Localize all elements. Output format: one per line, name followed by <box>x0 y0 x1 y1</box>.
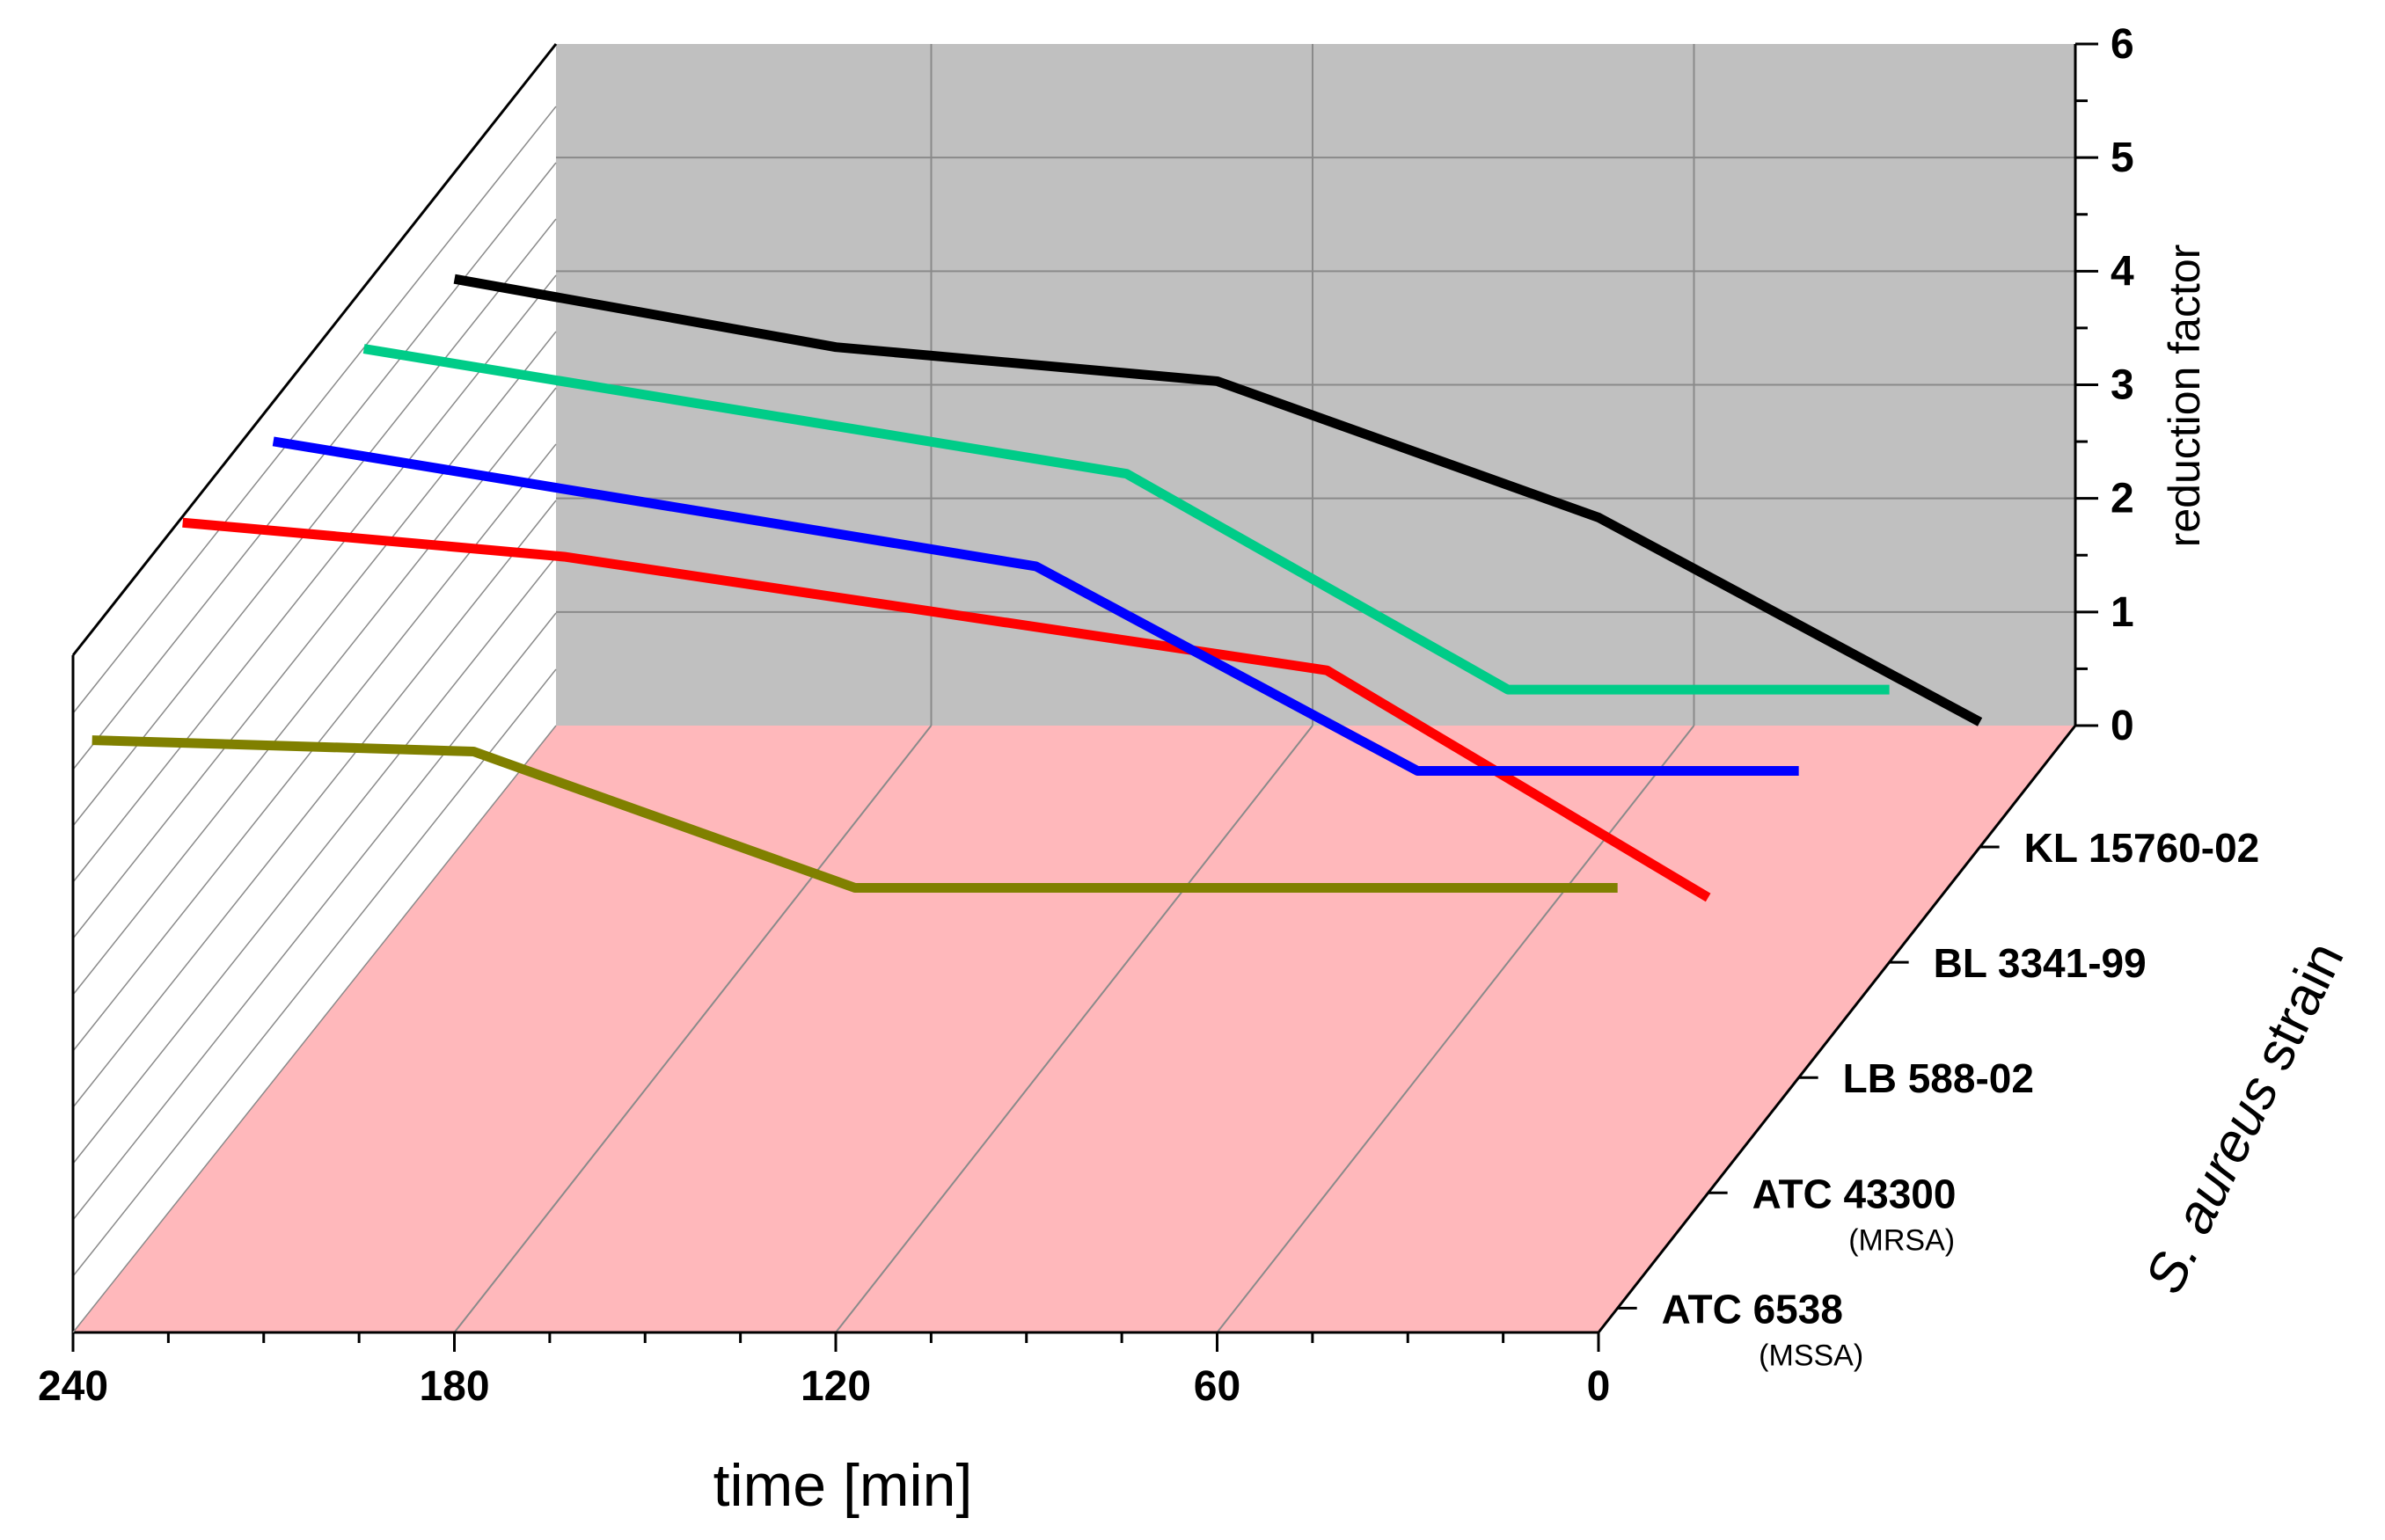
grid-line-floor <box>835 725 1313 1333</box>
z-axis-line <box>1597 725 2077 1333</box>
chart-axes: 240 180 120 60 0 0 1 2 3 4 5 6 <box>38 21 2134 1410</box>
y-tick-label: 6 <box>2111 21 2134 68</box>
grid-line-side <box>72 500 557 1108</box>
x-tick-label: 120 <box>801 1363 871 1410</box>
grid-line-side <box>72 106 557 714</box>
grid-line-side <box>72 331 557 939</box>
grid-line-side <box>72 668 557 1277</box>
chart-labels: ATC 6538 (MSSA) ATC 43300 (MRSA) LB 588-02 BL… <box>1617 825 2260 1372</box>
x-tick-label: 0 <box>1587 1363 1611 1410</box>
strain-sublabel: (MRSA) <box>1848 1223 1955 1257</box>
strain-label: ATC 6538 <box>1662 1286 1843 1332</box>
grid-line-floor <box>453 725 933 1333</box>
z-axis-title: S. aureus strain <box>2133 933 2355 1303</box>
series-line <box>91 735 1618 893</box>
grid-line-side <box>72 162 557 770</box>
strain-label: BL 3341-99 <box>1934 940 2147 986</box>
left-floor-edge <box>72 725 557 1333</box>
chart-grid <box>72 44 2075 1333</box>
series-line <box>362 344 1890 695</box>
grid-line-side <box>72 612 557 1221</box>
z-axis-title-italic: S. aureus <box>2133 1067 2290 1303</box>
grid-line-side <box>72 556 557 1164</box>
series-line <box>453 274 1983 726</box>
x-tick-label: 240 <box>38 1363 108 1410</box>
y-tick-label: 0 <box>2111 703 2134 749</box>
x-axis-title: time [min] <box>713 1452 973 1519</box>
series-line <box>182 517 1711 902</box>
chart-series <box>91 274 1983 902</box>
series-line <box>272 436 1799 776</box>
y-tick-label: 3 <box>2111 362 2134 409</box>
grid-line-side <box>72 387 557 996</box>
y-tick-label: 4 <box>2111 248 2134 295</box>
grid-line-side <box>72 218 557 827</box>
grid-line-floor <box>1216 725 1695 1333</box>
y-axis-title: reduction factor <box>2160 245 2209 548</box>
grid-line-side <box>72 274 557 883</box>
y-tick-label: 1 <box>2111 589 2134 636</box>
y-tick-label: 5 <box>2111 135 2134 181</box>
left-top-edge <box>71 43 558 656</box>
x-tick-label: 180 <box>419 1363 489 1410</box>
strain-label: KL 15760-02 <box>2024 825 2260 871</box>
strain-sublabel: (MSSA) <box>1759 1339 1863 1372</box>
z-axis-title-rest: strain <box>2236 933 2356 1093</box>
strain-label: LB 588-02 <box>1843 1055 2034 1101</box>
strain-label: ATC 43300 <box>1752 1171 1957 1216</box>
y-tick-label: 2 <box>2111 476 2134 522</box>
x-tick-label: 60 <box>1194 1363 1240 1410</box>
